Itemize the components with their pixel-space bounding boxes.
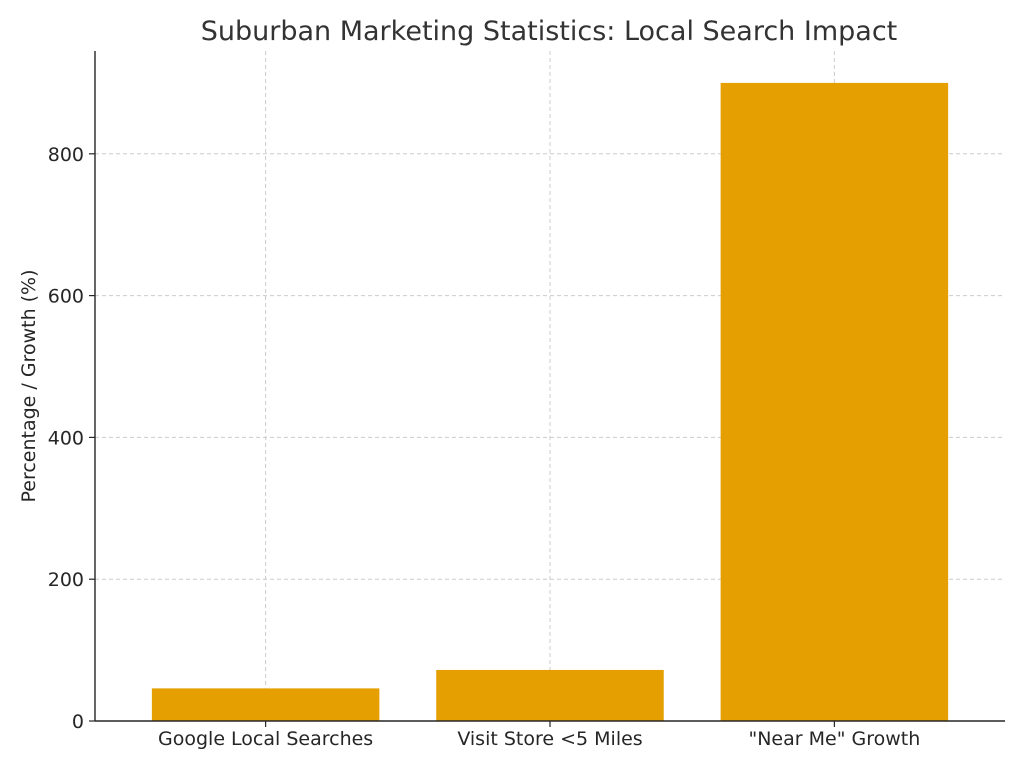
- x-tick-label: "Near Me" Growth: [748, 728, 920, 750]
- y-tick-label: 0: [72, 711, 84, 733]
- y-tick-labels: 0 200 400 600 800: [48, 144, 95, 733]
- bar-layer: [151, 82, 949, 721]
- chart-title: Suburban Marketing Statistics: Local Sea…: [201, 16, 898, 47]
- bar: [151, 688, 380, 721]
- x-tick-label: Google Local Searches: [158, 728, 373, 750]
- x-tick-label: Visit Store <5 Miles: [457, 728, 642, 750]
- y-axis-label: Percentage / Growth (%): [18, 269, 40, 502]
- x-tick-labels: Google Local Searches Visit Store <5 Mile…: [158, 721, 920, 750]
- bar: [436, 669, 664, 721]
- y-tick-label: 800: [48, 144, 84, 166]
- y-tick-label: 600: [48, 286, 84, 308]
- y-tick-label: 200: [48, 569, 84, 591]
- y-tick-label: 400: [48, 427, 84, 449]
- bar: [720, 82, 949, 721]
